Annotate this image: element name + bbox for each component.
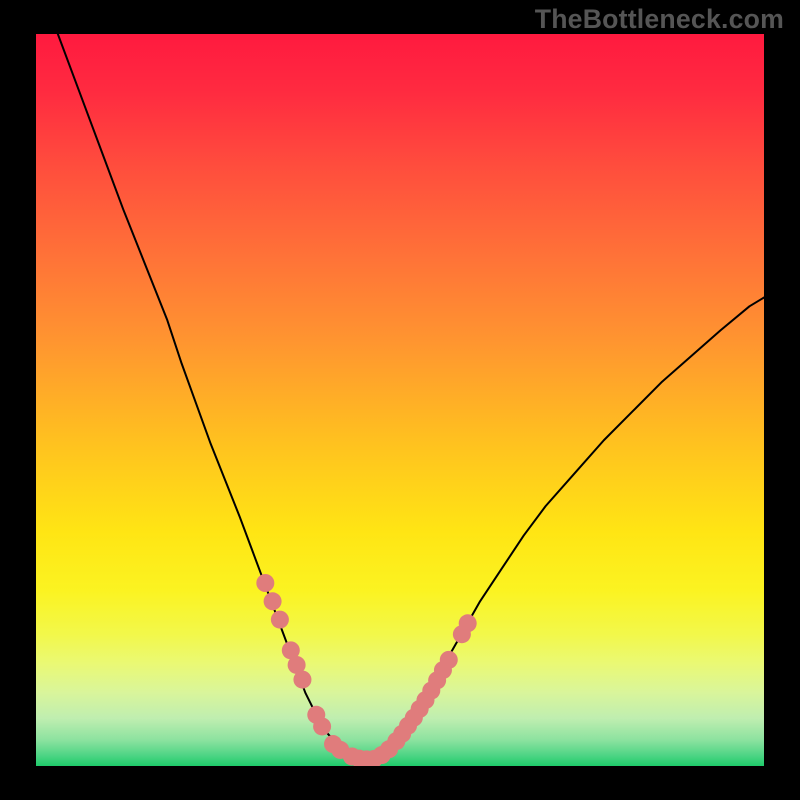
data-marker bbox=[293, 671, 311, 689]
plot-area bbox=[36, 34, 764, 766]
data-marker bbox=[271, 611, 289, 629]
data-marker bbox=[264, 592, 282, 610]
data-marker bbox=[313, 717, 331, 735]
chart-root: TheBottleneck.com bbox=[0, 0, 800, 800]
plot-background bbox=[36, 34, 764, 766]
data-marker bbox=[440, 651, 458, 669]
data-marker bbox=[256, 574, 274, 592]
plot-svg bbox=[36, 34, 764, 766]
data-marker bbox=[459, 614, 477, 632]
watermark-text: TheBottleneck.com bbox=[535, 4, 784, 35]
